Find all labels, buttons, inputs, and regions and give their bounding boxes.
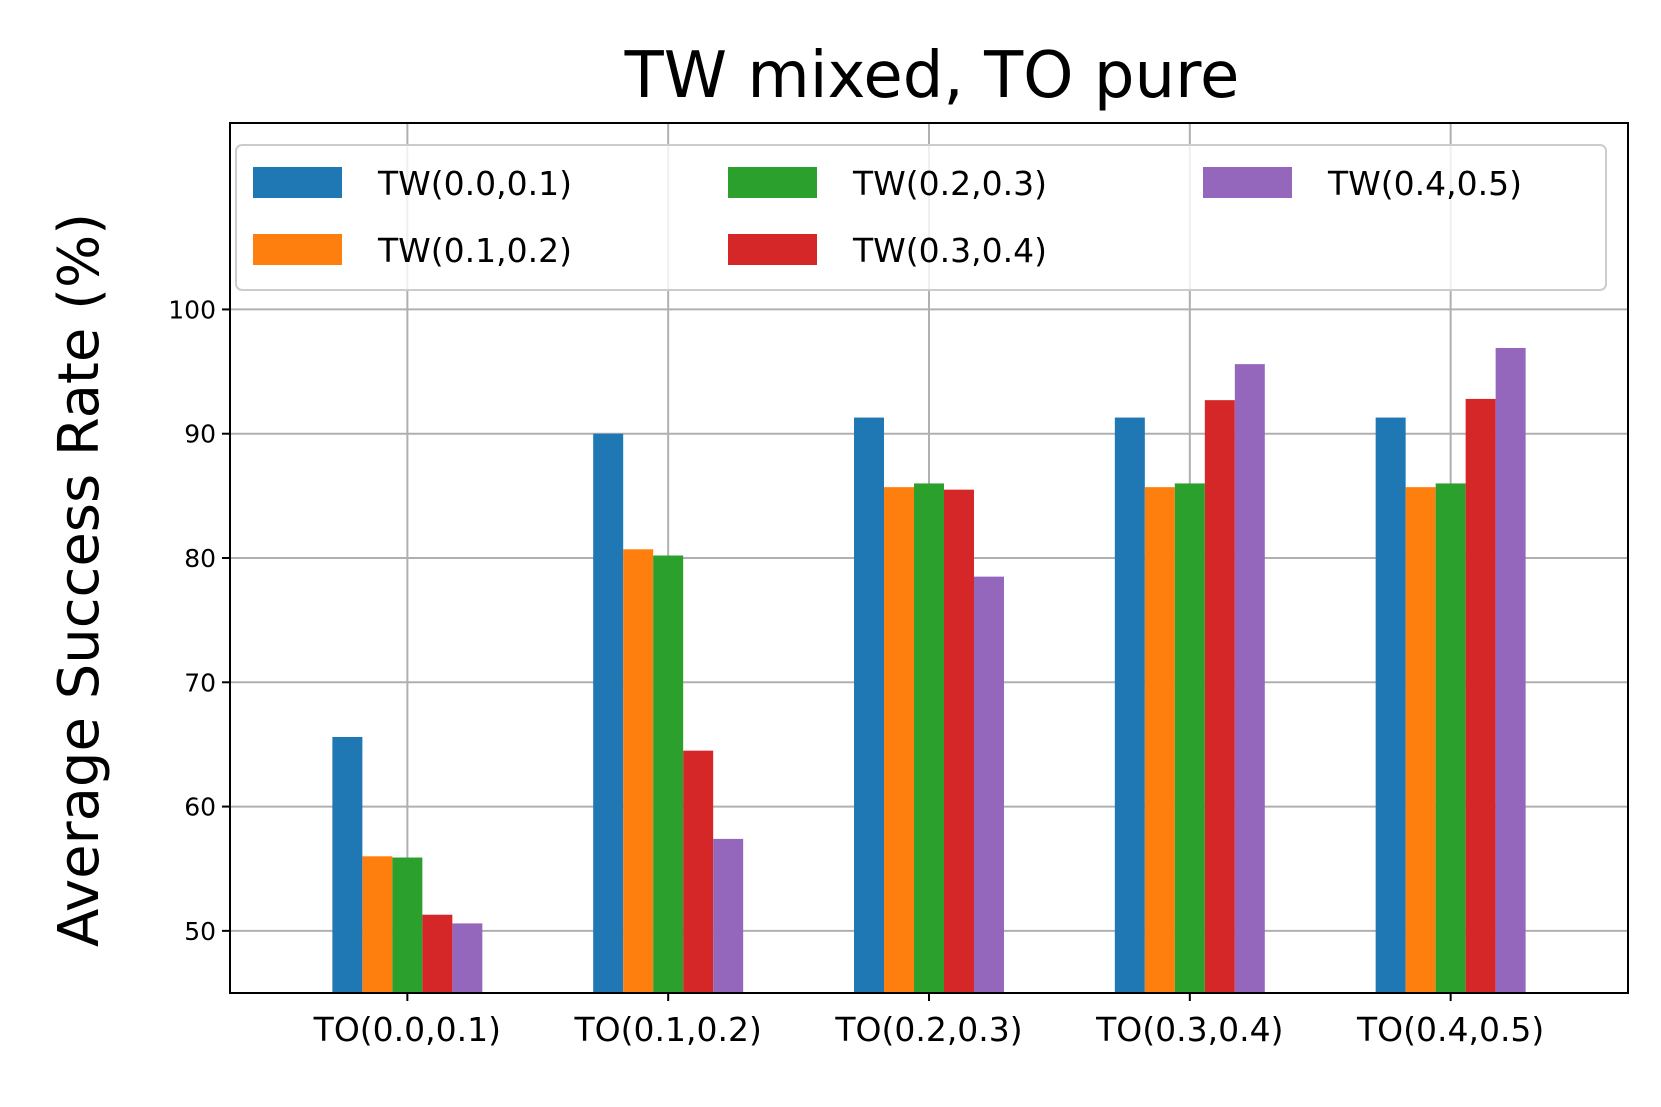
x-tick-label: TO(0.3,0.4) — [1095, 1010, 1283, 1049]
bar — [422, 914, 453, 993]
legend-label: TW(0.3,0.4) — [852, 231, 1047, 270]
y-tick-label: 100 — [168, 295, 216, 324]
legend-swatch — [728, 234, 817, 265]
plot-frame — [229, 122, 1629, 994]
y-axis-label: Average Success Rate (%) — [47, 213, 112, 947]
x-tick-label: TO(0.4,0.5) — [1356, 1010, 1544, 1049]
y-tick-label: 50 — [184, 917, 216, 946]
legend-label: TW(0.0,0.1) — [377, 164, 572, 203]
x-tick-label: TO(0.1,0.2) — [574, 1010, 762, 1049]
bar — [392, 857, 423, 993]
chart-title: TW mixed, TO pure — [624, 39, 1240, 113]
legend-swatch — [1203, 167, 1292, 198]
legend-label: TW(0.2,0.3) — [852, 164, 1047, 203]
bar — [884, 487, 915, 993]
bar — [653, 555, 684, 993]
bar — [943, 489, 974, 993]
legend-swatch — [728, 167, 817, 198]
y-tick-label: 80 — [184, 544, 216, 573]
bar — [362, 856, 393, 993]
legend-swatch — [253, 234, 342, 265]
axis-ticks: 50 60 70 80 90 100 TO(0.0,0.1) TO(0.1,0.2) TO(0.… — [168, 295, 1544, 1049]
bar — [1405, 487, 1436, 993]
bar — [1375, 417, 1406, 993]
bar — [1435, 483, 1466, 993]
bar — [973, 576, 1004, 993]
bar — [854, 417, 885, 993]
y-tick-label: 60 — [184, 793, 216, 822]
legend: TW(0.0,0.1) TW(0.1,0.2) TW(0.2,0.3) TW(0.3,… — [235, 144, 1607, 291]
bar — [452, 923, 483, 993]
y-tick-label: 70 — [184, 668, 216, 697]
bar — [1144, 487, 1175, 993]
bar — [713, 838, 744, 993]
y-tick-label: 90 — [184, 420, 216, 449]
bar — [1234, 364, 1265, 994]
bar — [683, 750, 714, 993]
bar — [623, 549, 654, 993]
bars — [332, 347, 1526, 994]
bar — [914, 483, 944, 993]
legend-swatch — [253, 167, 342, 198]
legend-label: TW(0.4,0.5) — [1327, 164, 1522, 203]
x-tick-label: TO(0.2,0.3) — [834, 1010, 1022, 1049]
bar — [332, 736, 363, 993]
legend-label: TW(0.1,0.2) — [377, 231, 572, 270]
x-tick-label: TO(0.0,0.1) — [313, 1010, 501, 1049]
bar — [1174, 483, 1205, 993]
bar — [1114, 417, 1145, 993]
bar — [1495, 347, 1526, 993]
bar — [1204, 400, 1235, 994]
bar — [593, 433, 624, 993]
bar — [1465, 398, 1496, 993]
